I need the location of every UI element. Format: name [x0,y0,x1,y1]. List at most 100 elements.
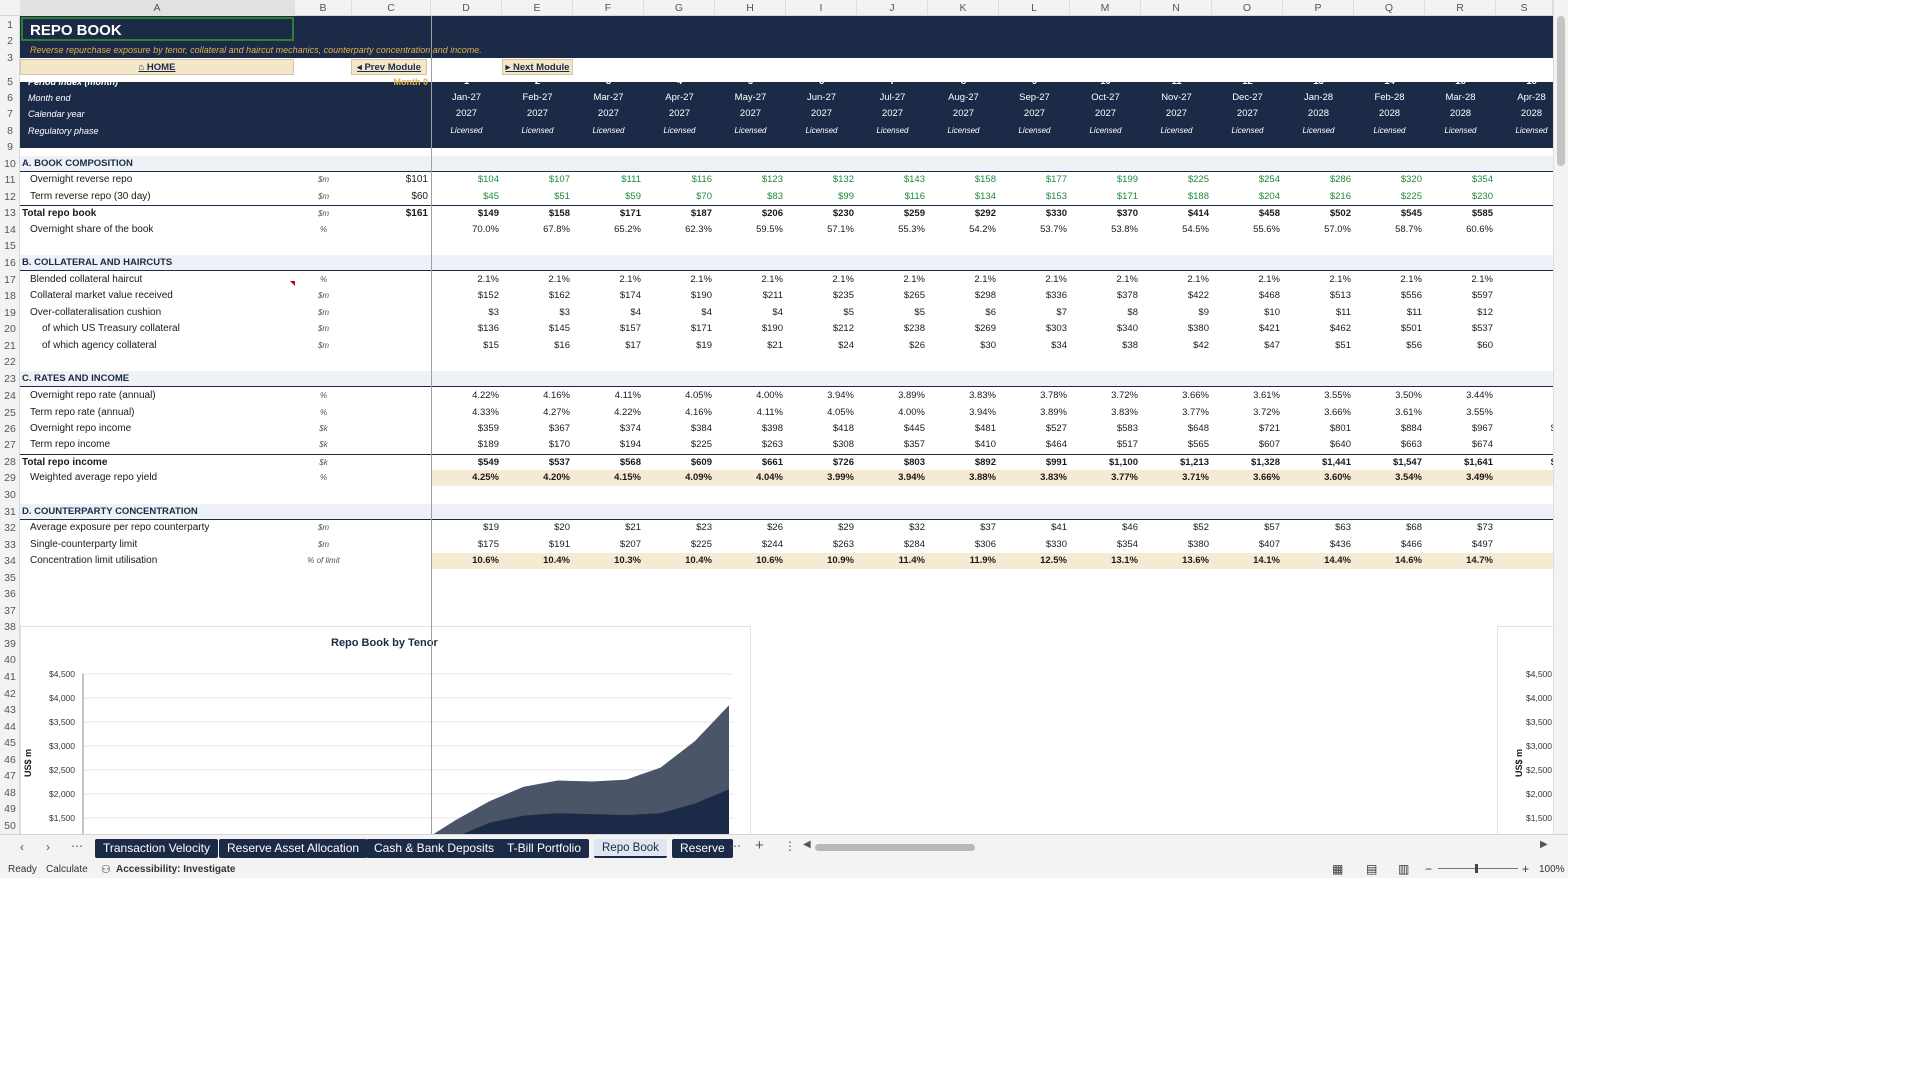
data-cell[interactable]: 58.7% [1395,224,1422,235]
data-cell[interactable]: $51 [554,191,570,202]
data-cell[interactable]: $190 [690,290,712,301]
data-cell[interactable]: $545 [1400,208,1422,219]
data-cell[interactable]: 2.1% [619,274,641,285]
data-cell[interactable]: $254 [1258,174,1280,185]
data-cell[interactable]: $6 [985,307,996,318]
data-cell[interactable]: 62.3% [685,224,712,235]
next-module-button[interactable]: ▸ Next Module [502,59,573,75]
overnight-repo-area[interactable] [421,789,729,834]
row-header-48[interactable]: 48 [4,787,16,799]
data-cell[interactable]: $26 [767,522,783,533]
row-header-31[interactable]: 31 [4,506,16,518]
zoom-out-icon[interactable]: − [1425,862,1433,876]
data-cell[interactable]: $136 [477,323,499,334]
column-header-k[interactable]: K [928,0,999,16]
data-cell[interactable]: $5 [843,307,854,318]
data-cell[interactable]: $116 [691,174,712,185]
selected-cell-a1[interactable] [21,17,294,41]
data-cell[interactable]: 4.05% [685,390,712,401]
column-header-d[interactable]: D [431,0,502,16]
data-cell[interactable]: 3.61% [1253,390,1280,401]
data-cell[interactable]: $265 [903,290,925,301]
data-cell[interactable]: 3.88% [928,470,999,487]
data-cell[interactable]: 55.6% [1253,224,1280,235]
data-cell[interactable]: $170 [548,439,570,450]
data-cell[interactable]: $263 [832,539,854,550]
column-header-g[interactable]: G [644,0,715,16]
data-cell[interactable]: 3.78% [1040,390,1067,401]
data-cell[interactable]: 3.66% [1212,470,1283,487]
data-cell[interactable]: $648 [1187,423,1209,434]
zoom-slider[interactable] [1438,868,1518,869]
data-cell[interactable]: 3.44% [1466,390,1493,401]
row-header-23[interactable]: 23 [4,373,16,385]
data-cell[interactable]: $211 [762,290,783,301]
row-header-13[interactable]: 13 [4,207,16,219]
data-cell[interactable]: $21 [625,522,641,533]
data-cell[interactable]: $24 [838,340,854,351]
data-cell[interactable]: $370 [1116,208,1138,219]
data-cell[interactable]: 2.1% [1258,274,1280,285]
data-cell[interactable]: $204 [1258,191,1280,202]
data-cell[interactable]: 4.09% [644,470,715,487]
data-cell[interactable]: 2.1% [690,274,712,285]
data-cell[interactable]: $34 [1051,340,1067,351]
hscroll-right-icon[interactable]: ▶ [1540,839,1548,850]
data-cell[interactable]: $269 [974,323,996,334]
data-cell[interactable]: $418 [832,423,854,434]
data-cell[interactable]: $199 [1116,174,1138,185]
row-header-34[interactable]: 34 [4,555,16,567]
data-cell[interactable]: $306 [974,539,996,550]
row-header-6[interactable]: 6 [7,92,13,104]
data-cell[interactable]: $1, [1496,455,1553,471]
data-cell[interactable]: $29 [838,522,854,533]
data-cell[interactable]: $37 [980,522,996,533]
data-cell[interactable]: 2.1% [1045,274,1067,285]
column-header-m[interactable]: M [1070,0,1141,16]
data-cell[interactable]: $1,641 [1463,457,1493,468]
data-cell[interactable]: 67.8% [543,224,570,235]
zoom-in-icon[interactable]: + [1522,862,1530,876]
data-cell[interactable]: 10.4% [502,553,573,570]
row-header-28[interactable]: 28 [4,456,16,468]
data-cell[interactable]: $378 [1116,290,1138,301]
data-cell[interactable]: 2.1% [1471,274,1493,285]
data-cell[interactable]: $458 [1258,208,1280,219]
data-cell[interactable]: $354 [1116,539,1138,550]
data-cell[interactable]: $298 [974,290,996,301]
data-cell[interactable]: $57 [1264,522,1280,533]
prev-module-button[interactable]: ◂ Prev Module [351,59,427,75]
data-cell[interactable]: $ [1496,172,1553,188]
data-cell[interactable]: $436 [1329,539,1351,550]
row-header-45[interactable]: 45 [4,737,16,749]
data-cell[interactable]: $225 [1400,191,1422,202]
row-header-37[interactable]: 37 [4,605,16,617]
tab-reserve-asset-allocation[interactable]: Reserve Asset Allocation [219,839,368,858]
data-cell[interactable]: 3.55% [1466,407,1493,418]
home-button[interactable]: ⌂ HOME [20,59,294,75]
column-header-p[interactable]: P [1283,0,1354,16]
data-cell[interactable]: $1,213 [1179,457,1209,468]
row-header-17[interactable]: 17 [4,274,16,286]
column-header-q[interactable]: Q [1354,0,1425,16]
data-cell[interactable]: 14.7% [1425,553,1496,570]
data-cell[interactable]: $3 [488,307,499,318]
data-cell[interactable]: $330 [1045,208,1067,219]
data-cell[interactable]: $1,547 [1392,457,1422,468]
data-cell[interactable]: 2 [1496,272,1553,288]
data-cell[interactable]: 3. [1496,405,1553,421]
data-cell[interactable]: 11.4% [857,553,928,570]
data-cell[interactable]: $517 [1116,439,1138,450]
data-cell[interactable]: $967 [1471,423,1493,434]
data-cell[interactable]: $374 [619,423,641,434]
data-cell[interactable]: $111 [621,174,641,185]
data-cell[interactable]: $104 [477,174,499,185]
data-cell[interactable]: 4.33% [472,407,499,418]
data-cell[interactable] [1496,338,1553,354]
data-cell[interactable] [1496,305,1553,321]
data-cell[interactable]: 2.1% [974,274,996,285]
data-cell[interactable]: $4 [772,307,783,318]
vertical-scrollbar[interactable] [1553,0,1568,834]
data-cell[interactable]: $162 [548,290,570,301]
data-cell[interactable]: $134 [974,191,996,202]
